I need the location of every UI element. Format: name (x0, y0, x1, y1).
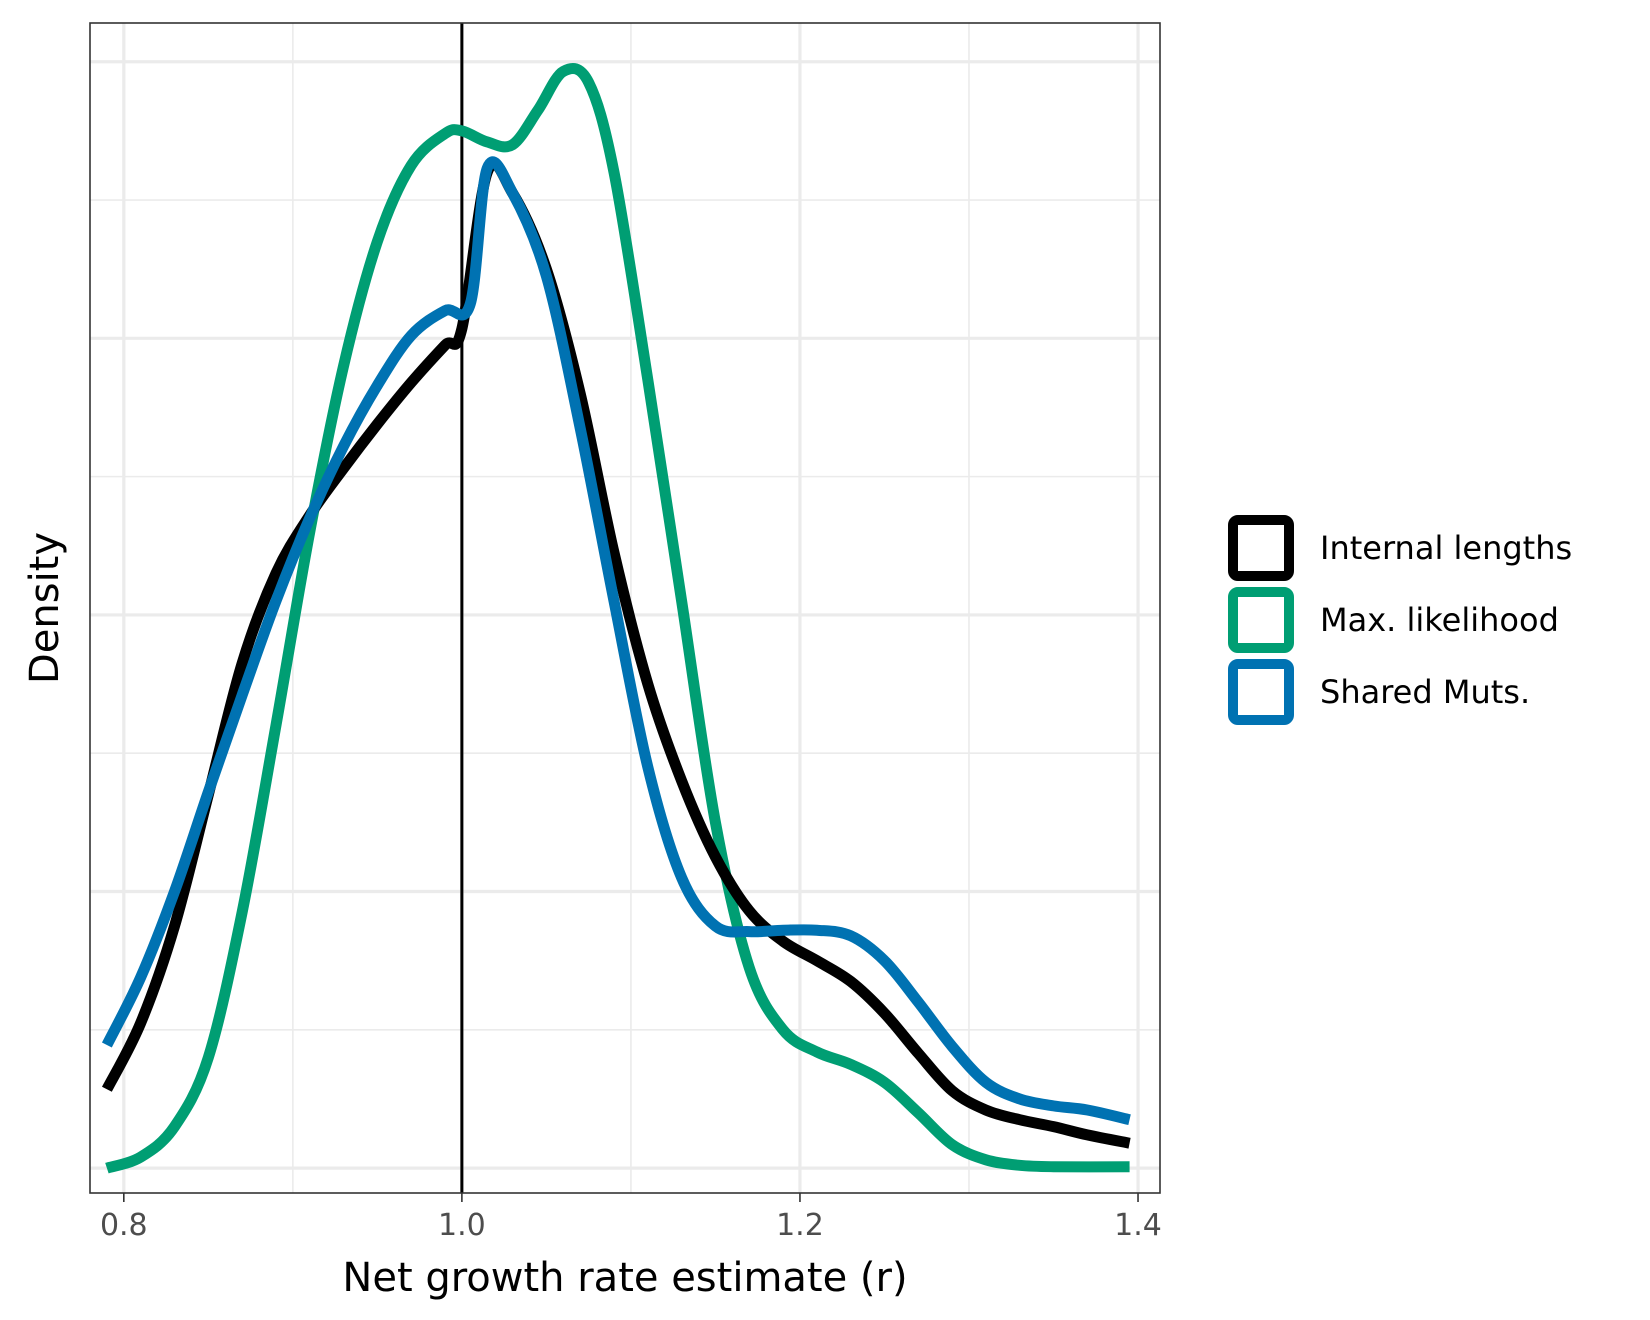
y-axis-title: Density (22, 532, 68, 684)
series-lines (101, 62, 1131, 1174)
legend-label: Shared Muts. (1320, 673, 1530, 711)
x-axis-title: Net growth rate estimate (r) (342, 1255, 907, 1301)
series-line-shared-muts (101, 156, 1131, 1126)
legend-key-internal-lengths (1228, 515, 1294, 581)
plot-panel (89, 22, 1161, 1194)
x-tick-label: 0.8 (100, 1208, 148, 1243)
x-axis: 0.8 1.0 1.2 1.4 (100, 1193, 1162, 1243)
legend: Internal lengths Max. likelihood Shared Mu… (1228, 515, 1572, 725)
x-tick-label: 1.2 (776, 1208, 824, 1243)
series-line-max-likelihood (105, 62, 1130, 1174)
legend-key-shared-muts (1228, 659, 1294, 725)
x-tick-label: 1.4 (1114, 1208, 1162, 1243)
x-tick-label: 1.0 (438, 1208, 486, 1243)
legend-key-max-likelihood (1228, 587, 1294, 653)
panel-border (89, 22, 1161, 1194)
series-line-internal-lengths (101, 158, 1131, 1149)
legend-label: Internal lengths (1320, 529, 1572, 567)
legend-label: Max. likelihood (1320, 601, 1559, 639)
